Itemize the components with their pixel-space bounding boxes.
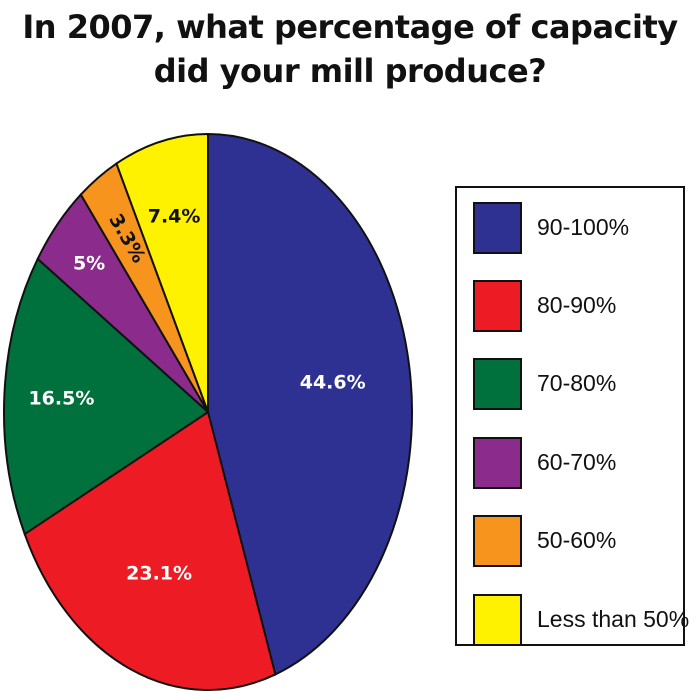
chart-legend: 90-100% 80-90% 70-80% 60-70% 50-60% Less than… (455, 186, 689, 646)
pie-slices (3, 132, 414, 692)
legend-swatch (473, 202, 522, 254)
legend-swatch (473, 358, 522, 410)
pie-slice-70-80 (3, 257, 210, 536)
chart-title-line-1: In 2007, what percentage of capacity (22, 8, 678, 46)
legend-item: 70-80% (473, 358, 683, 410)
legend-swatch (473, 515, 522, 567)
legend-label: 50-60% (537, 527, 617, 553)
legend-label: 60-70% (537, 449, 617, 475)
pie-slice-label: 23.1% (126, 563, 192, 585)
legend-swatch (473, 437, 522, 489)
legend-swatch (473, 594, 522, 646)
pie-slice-90-100 (207, 132, 414, 676)
legend-item: 80-90% (473, 280, 683, 332)
legend-item: 60-70% (473, 437, 683, 489)
legend-label: Less than 50% (537, 606, 690, 632)
legend-swatch (473, 280, 522, 332)
pie-slice-label: 7.4% (148, 206, 201, 228)
legend-label: 80-90% (537, 292, 617, 318)
legend-label: 70-80% (537, 370, 617, 396)
legend-item: 50-60% (473, 515, 683, 567)
legend-item: 90-100% (473, 202, 683, 254)
pie-labels: 44.6%23.1%16.5%5% 3.3%7.4% (28, 206, 365, 585)
pie-slice-label: 44.6% (300, 372, 366, 394)
legend-label: 90-100% (537, 214, 630, 240)
legend-item: Less than 50% (473, 594, 689, 646)
pie-slice-less-than-50 (115, 132, 209, 413)
pie-slice-80-90 (23, 410, 277, 692)
pie-slice-label: 5% (73, 252, 105, 274)
pie-slice-label: 16.5% (28, 388, 94, 410)
chart-title-line-2: did your mill produce? (153, 52, 547, 90)
